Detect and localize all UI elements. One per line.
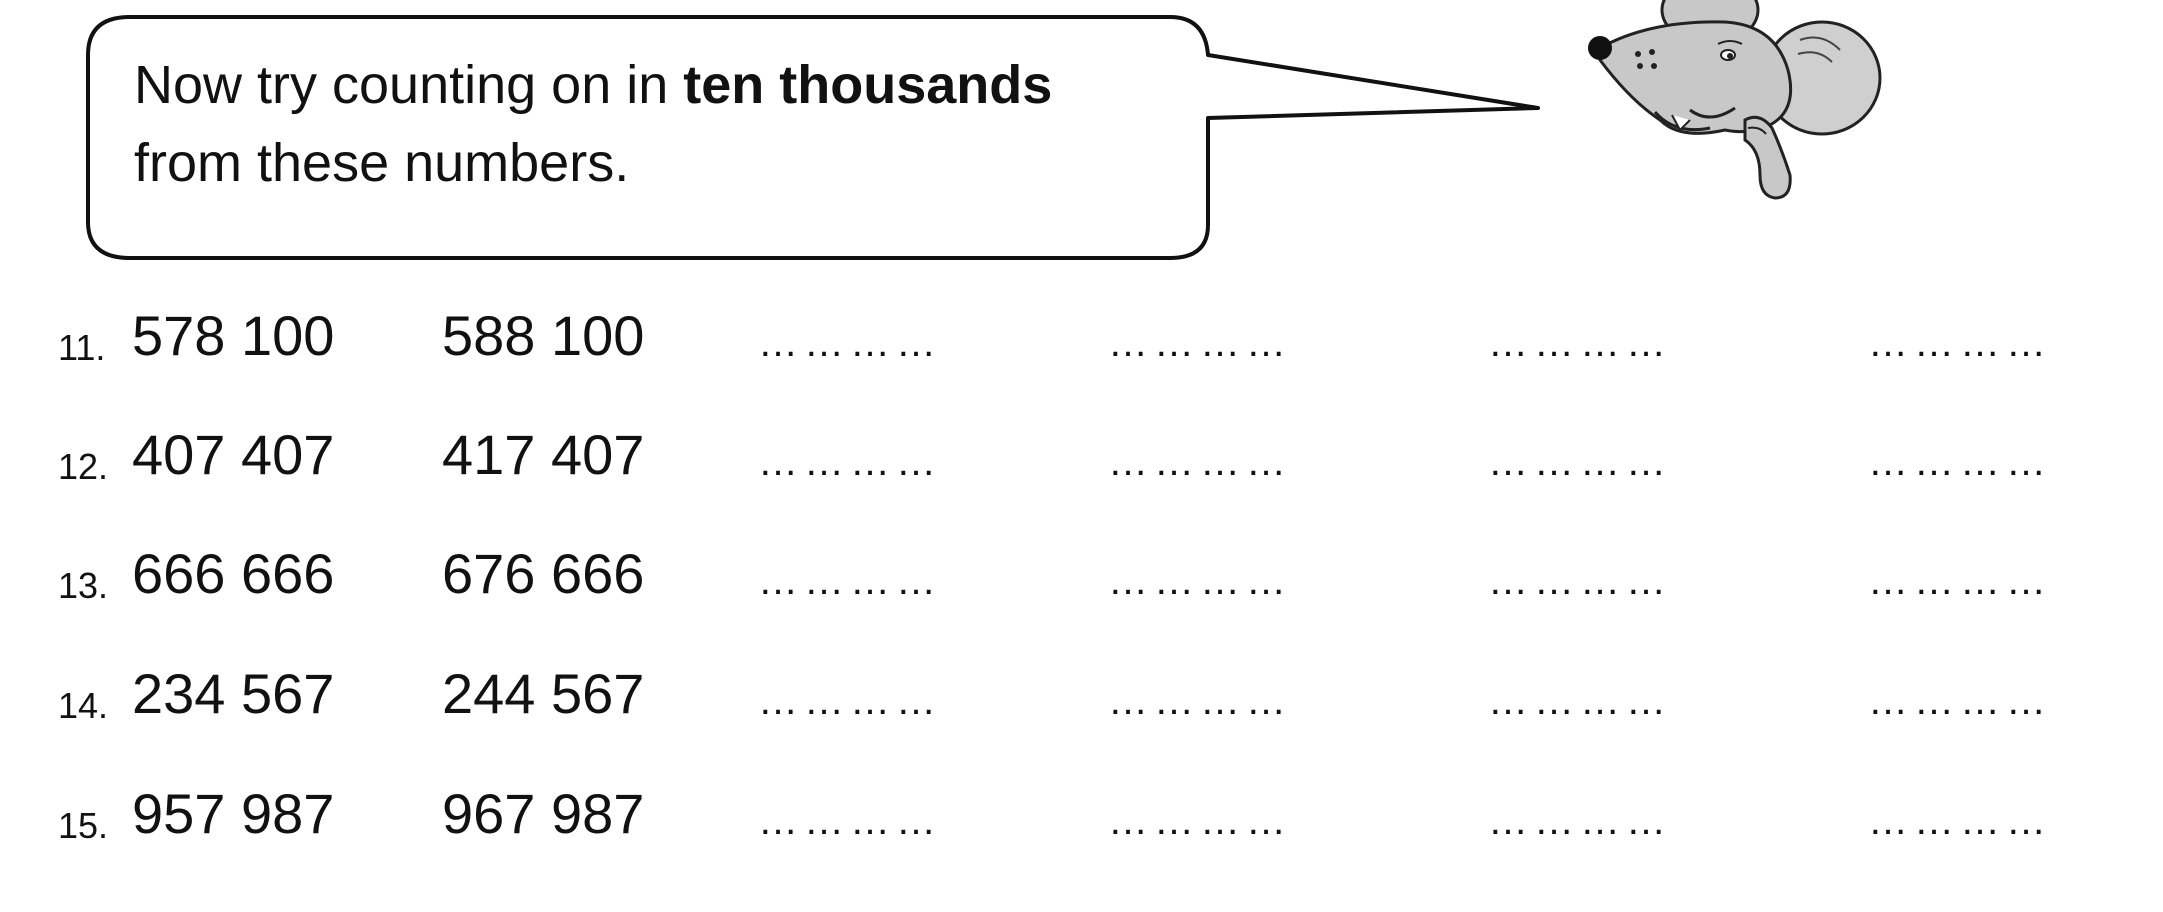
answer-blank[interactable]: ………… [1488, 559, 1672, 603]
start-number: 578 100 [132, 304, 335, 367]
answer-blank[interactable]: ………… [758, 440, 942, 484]
start-number: 666 666 [132, 542, 335, 605]
sequence-row-12: 12. 407 407 417 407 ………… ………… ………… ………… [0, 423, 2163, 503]
answer-blank[interactable]: ………… [1108, 321, 1292, 365]
answer-blank[interactable]: ………… [1488, 321, 1672, 365]
answer-blank[interactable]: ………… [1868, 799, 2052, 843]
instruction-text-bold: ten thousands [683, 55, 1053, 115]
answer-blank[interactable]: ………… [1108, 799, 1292, 843]
speech-bubble [86, 15, 1540, 260]
second-number: 588 100 [442, 304, 645, 367]
second-number: 967 987 [442, 782, 645, 845]
sequence-row-15: 15. 957 987 967 987 ………… ………… ………… ………… [0, 782, 2163, 862]
sequence-row-11: 11. 578 100 588 100 ………… ………… ………… ………… [0, 304, 2163, 384]
instruction-text-end: from these numbers. [134, 133, 630, 193]
answer-blank[interactable]: ………… [758, 559, 942, 603]
answer-blank[interactable]: ………… [758, 799, 942, 843]
answer-blank[interactable]: ………… [1488, 679, 1672, 723]
answer-blank[interactable]: ………… [1108, 440, 1292, 484]
question-number: 13. [58, 565, 109, 606]
answer-blank[interactable]: ………… [1108, 679, 1292, 723]
instruction-text-start: Now try counting on in [134, 55, 684, 115]
answer-blank[interactable]: ………… [1488, 799, 1672, 843]
mouse-icon [1588, 0, 1882, 200]
answer-blank[interactable]: ………… [1868, 559, 2052, 603]
start-number: 234 567 [132, 662, 335, 725]
question-number: 11. [58, 327, 106, 368]
question-number: 15. [58, 805, 109, 846]
answer-blank[interactable]: ………… [1868, 321, 2052, 365]
answer-blank[interactable]: ………… [758, 321, 942, 365]
instruction-text: Now try counting on in ten thousands fro… [134, 46, 1154, 202]
answer-blank[interactable]: ………… [1488, 440, 1672, 484]
second-number: 417 407 [442, 423, 645, 486]
answer-blank[interactable]: ………… [1108, 559, 1292, 603]
question-number: 12. [58, 446, 109, 487]
answer-blank[interactable]: ………… [758, 679, 942, 723]
start-number: 957 987 [132, 782, 335, 845]
second-number: 244 567 [442, 662, 645, 725]
answer-blank[interactable]: ………… [1868, 440, 2052, 484]
answer-blank[interactable]: ………… [1868, 679, 2052, 723]
sequence-row-14: 14. 234 567 244 567 ………… ………… ………… ………… [0, 662, 2163, 742]
start-number: 407 407 [132, 423, 335, 486]
second-number: 676 666 [442, 542, 645, 605]
question-number: 14. [58, 685, 109, 726]
sequence-row-13: 13. 666 666 676 666 ………… ………… ………… ………… [0, 542, 2163, 622]
